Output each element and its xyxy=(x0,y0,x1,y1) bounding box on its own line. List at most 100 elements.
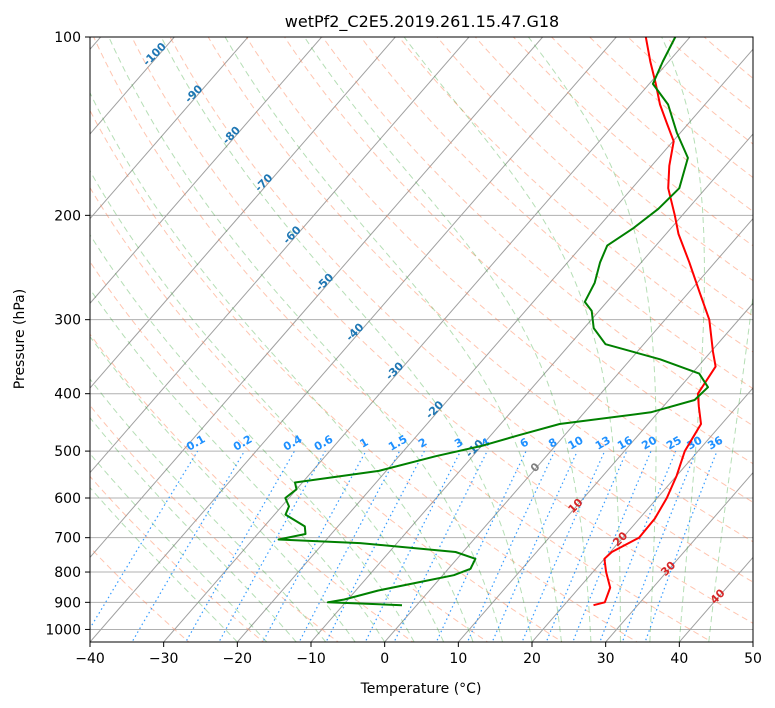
isotherm-line xyxy=(90,37,397,389)
mixing-ratio-label: 36 xyxy=(705,433,725,452)
isotherm-label: -20 xyxy=(423,398,446,421)
moist-adiabat xyxy=(160,37,533,642)
isotherm-label: -50 xyxy=(313,270,336,293)
y-tick-label: 400 xyxy=(54,387,81,403)
profiles xyxy=(277,37,717,607)
isotherm-line xyxy=(752,641,753,642)
mixing-ratio-label: 0.4 xyxy=(281,432,305,453)
dry-adiabat xyxy=(90,186,564,642)
x-axis-label: Temperature (°C) xyxy=(360,681,482,697)
isotherm-label: -90 xyxy=(182,82,205,105)
isotherm-label: -70 xyxy=(252,171,275,194)
mixing-ratio-line xyxy=(466,450,556,642)
isotherm-line xyxy=(605,471,753,642)
y-tick-label: 100 xyxy=(54,30,81,46)
mixing-ratio-label: 6 xyxy=(518,435,531,450)
mixing-ratio-label: 1.5 xyxy=(386,433,409,454)
mixing-ratio-line xyxy=(185,450,296,642)
dry-adiabat xyxy=(665,37,753,112)
y-tick-label: 500 xyxy=(54,444,81,460)
moist-adiabat xyxy=(708,291,753,642)
dry-adiabat xyxy=(93,37,713,642)
x-tick-label: 10 xyxy=(449,651,467,667)
mixing-ratio-line xyxy=(521,450,606,642)
axis-ticks: −40 −30 −20 −10 0 10 20 30 40 50 1000 900 800 700 600 5… xyxy=(45,30,762,667)
mixing-ratio-label: 1 xyxy=(358,436,371,451)
y-tick-label: 800 xyxy=(54,565,81,581)
dry-adiabat xyxy=(703,37,753,79)
isotherm-line xyxy=(90,37,249,220)
moist-adiabat xyxy=(90,234,415,642)
isotherm-line xyxy=(90,37,618,642)
dry-adiabat xyxy=(588,37,753,179)
temperature-profile xyxy=(593,37,717,607)
moist-adiabat xyxy=(403,37,621,642)
x-tick-label: −20 xyxy=(223,651,253,667)
isotherm-label: -30 xyxy=(383,359,406,382)
dry-adiabat xyxy=(90,333,414,642)
moist-adiabat xyxy=(90,416,297,642)
mixing-ratio-line xyxy=(364,450,462,642)
isotherm-line xyxy=(90,37,323,305)
x-tick-label: 0 xyxy=(380,651,389,667)
y-tick-label: 200 xyxy=(54,208,81,224)
isotherm-line xyxy=(310,133,753,642)
x-tick-label: −30 xyxy=(149,651,179,667)
moist-adiabat xyxy=(90,452,268,642)
isotherm-line xyxy=(384,217,753,642)
mixing-ratio-label: 3 xyxy=(452,436,465,451)
chart-title: wetPf2_C2E5.2019.261.15.47.G18 xyxy=(285,12,559,32)
moist-adiabat xyxy=(661,37,705,642)
dry-adiabat xyxy=(245,37,753,503)
moist-adiabat xyxy=(90,91,474,642)
mixing-ratio-label: 16 xyxy=(615,433,635,452)
dry-adiabat xyxy=(90,109,638,642)
dry-adiabat xyxy=(398,37,753,353)
mixing-ratio-line xyxy=(621,450,697,642)
x-tick-label: 50 xyxy=(744,651,762,667)
dry-adiabat xyxy=(207,37,753,543)
moist-adiabat xyxy=(90,378,327,642)
mixing-ratio-label: 25 xyxy=(664,434,684,453)
moist-adiabat xyxy=(90,486,238,642)
mixing-ratio-line xyxy=(131,450,246,642)
moist-adiabat xyxy=(90,335,356,642)
isotherm-line xyxy=(90,37,176,135)
y-tick-label: 900 xyxy=(54,595,81,611)
x-tick-label: −10 xyxy=(296,651,326,667)
isotherm-line xyxy=(531,387,753,642)
y-tick-label: 600 xyxy=(54,491,81,507)
y-tick-label: 300 xyxy=(54,313,81,329)
moist-adiabat xyxy=(108,37,503,642)
background-lines xyxy=(90,37,753,642)
mixing-ratio-label: 10 xyxy=(566,433,586,452)
y-axis-label: Pressure (hPa) xyxy=(12,289,28,389)
mixing-ratio-label: 2 xyxy=(416,436,429,451)
mixing-ratio-line xyxy=(435,450,527,642)
isotherm-label: -40 xyxy=(343,320,366,343)
isotherm-label: -80 xyxy=(220,124,243,147)
dry-adiabat xyxy=(436,37,753,317)
moist-adiabat xyxy=(303,37,592,642)
dewpoint-profile xyxy=(277,37,709,607)
moist-adiabat xyxy=(528,37,657,642)
plot-frame xyxy=(89,36,754,643)
x-tick-label: 40 xyxy=(670,651,688,667)
dry-adiabat xyxy=(321,37,753,427)
mixing-ratio-label: 0.6 xyxy=(312,432,336,453)
isotherm-line xyxy=(90,37,470,474)
moist-adiabat xyxy=(90,288,386,642)
dry-adiabat xyxy=(131,37,753,624)
isotherm-line xyxy=(90,37,544,559)
dry-adiabat xyxy=(474,37,753,282)
x-tick-label: 20 xyxy=(523,651,541,667)
y-tick-label: 1000 xyxy=(45,622,81,638)
mixing-ratio-line xyxy=(325,450,425,642)
moist-adiabat xyxy=(224,37,562,642)
isotherm-line xyxy=(163,37,691,642)
dry-adiabat xyxy=(90,260,489,642)
x-tick-label: 30 xyxy=(597,651,615,667)
y-tick-label: 700 xyxy=(54,531,81,547)
moist-adiabat xyxy=(90,169,445,642)
